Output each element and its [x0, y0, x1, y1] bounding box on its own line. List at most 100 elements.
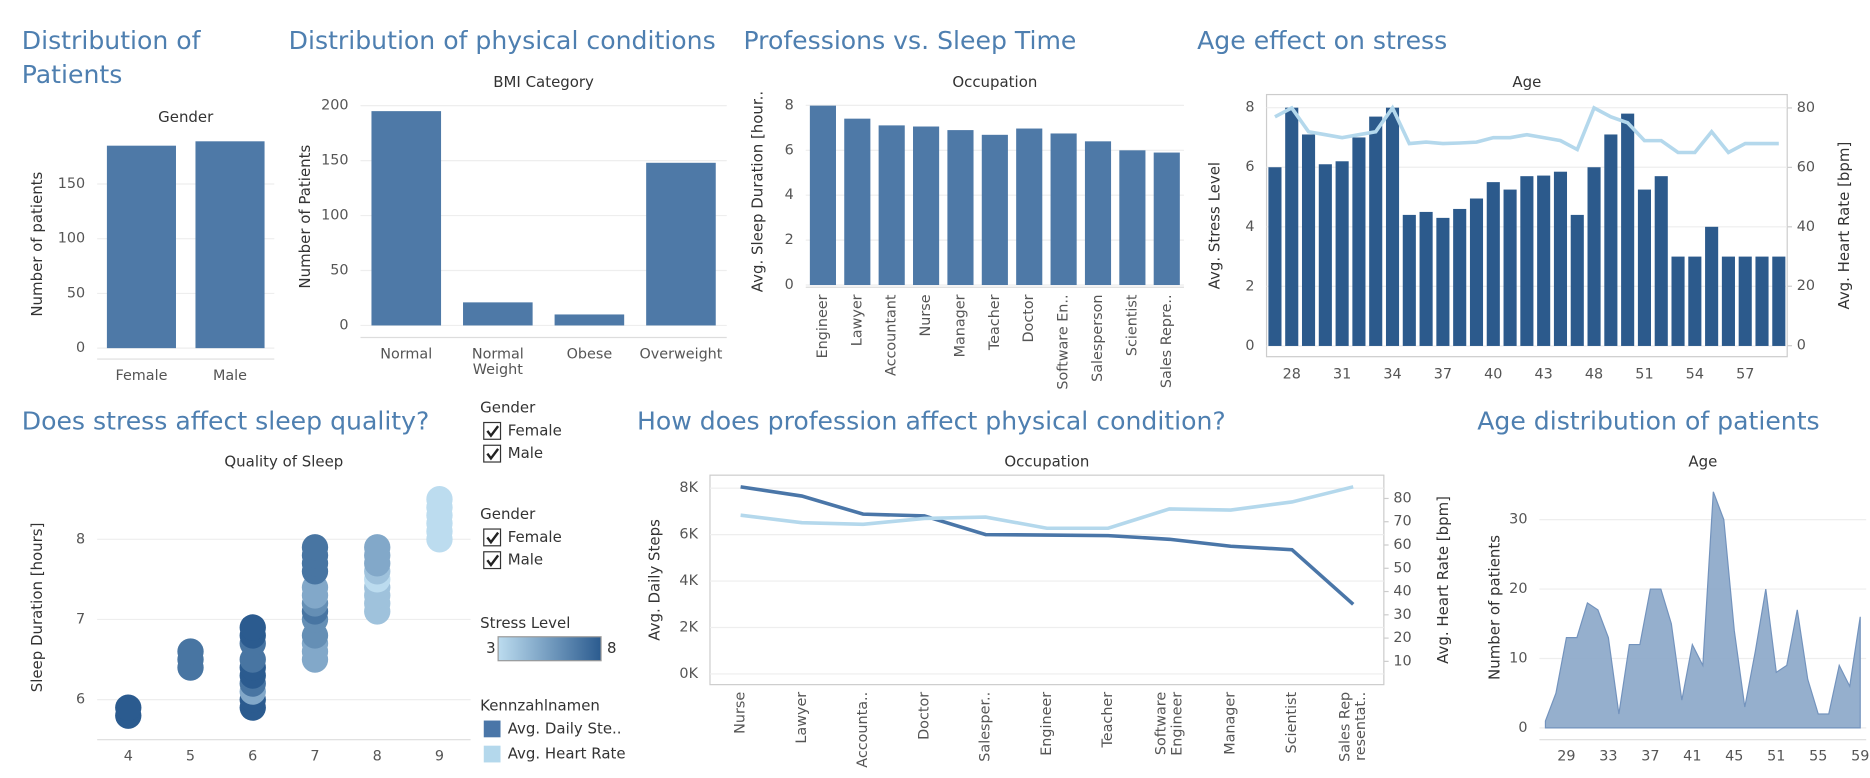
x-tick-label: 4	[124, 748, 133, 764]
x-tick-label: Lawyer	[849, 294, 865, 346]
y2-tick-label: 20	[1393, 630, 1411, 646]
point	[239, 614, 266, 641]
y2-tick-label: 40	[1797, 219, 1815, 235]
y-tick-label: 2K	[679, 620, 698, 636]
bar	[1050, 133, 1077, 286]
x-tick-label: 55	[1809, 748, 1827, 764]
x-tick-label: Manager	[1223, 692, 1239, 755]
y-tick-label: 0	[785, 277, 794, 293]
bar	[646, 162, 716, 326]
x-tick-label: 45	[1725, 748, 1743, 764]
y-axis-label: Avg. Sleep Duration [hour..	[748, 91, 766, 292]
y-tick-label: 4	[1245, 219, 1254, 235]
color-ramp	[497, 636, 602, 662]
bar	[1503, 189, 1517, 346]
line	[740, 485, 1355, 606]
legend-item: Avg. Heart Rate	[508, 745, 626, 763]
bar	[195, 141, 265, 349]
bar	[1486, 182, 1500, 346]
bar	[947, 130, 974, 286]
color-legend-title: Stress Level	[480, 614, 570, 632]
bar	[106, 145, 176, 349]
x-tick-label: 43	[1535, 367, 1553, 383]
chart-title: Professions vs. Sleep Time	[743, 26, 1076, 55]
x-tick-label: Overweight	[639, 346, 722, 362]
legend-item: Avg. Daily Ste..	[508, 719, 622, 737]
x-tick-label: 31	[1333, 367, 1351, 383]
x-tick-label: Engineer	[1039, 692, 1055, 756]
x-tick-label: 51	[1635, 367, 1653, 383]
bar	[463, 302, 533, 326]
bar	[1385, 107, 1400, 346]
legend-swatch	[483, 745, 501, 763]
bar	[1084, 141, 1112, 286]
y-tick-label: 8K	[679, 480, 698, 496]
x-tick-label: Lawyer	[794, 692, 810, 744]
column-header: Gender	[158, 108, 214, 126]
x-tick-label: 29	[1557, 748, 1575, 764]
y-axis-label: Avg. Heart Rate [bpm]	[1835, 142, 1853, 310]
checkbox[interactable]	[483, 551, 502, 570]
bar	[844, 118, 871, 286]
filter-item[interactable]: Male	[508, 444, 543, 462]
checkbox[interactable]	[483, 528, 502, 547]
point	[364, 534, 391, 561]
bar	[809, 105, 836, 286]
y-axis-label: Number of patients	[28, 171, 46, 316]
x-tick-label: Sales Repre..	[1159, 294, 1175, 388]
y-tick-label: 30	[1509, 512, 1527, 528]
line	[740, 485, 1354, 531]
checkbox[interactable]	[483, 444, 502, 463]
x-tick-label: Male	[213, 368, 247, 384]
x-tick-label: Sales Representat..	[1337, 692, 1369, 762]
y-tick-label: 8	[1245, 100, 1254, 116]
x-tick-label: Salesper..	[978, 692, 994, 762]
color-legend-max: 8	[607, 639, 617, 657]
chart-title: Age distribution of patients	[1477, 407, 1819, 436]
x-tick-label: 48	[1585, 367, 1603, 383]
x-tick-label: SoftwareEngineer	[1154, 692, 1186, 756]
y-axis-label: Avg. Stress Level	[1206, 162, 1224, 289]
column-header: Age	[1688, 453, 1717, 471]
bar	[1402, 214, 1416, 346]
y2-tick-label: 0	[1797, 338, 1806, 354]
x-tick-label: Normal Weight	[472, 346, 524, 378]
x-tick-label: 33	[1599, 748, 1617, 764]
bar	[1755, 256, 1769, 346]
filter-item[interactable]: Female	[508, 528, 562, 546]
y-tick-label: 150	[58, 176, 85, 192]
y-tick-label: 8	[76, 531, 85, 547]
plot-frame	[1265, 93, 1788, 358]
bar	[1537, 175, 1551, 346]
bar	[554, 314, 625, 326]
x-tick-label: 57	[1736, 367, 1754, 383]
y-tick-label: 4K	[679, 573, 698, 589]
y2-tick-label: 60	[1797, 159, 1815, 175]
filter-item[interactable]: Female	[508, 421, 562, 439]
x-tick-label: 40	[1484, 367, 1502, 383]
filter-item[interactable]: Male	[508, 551, 543, 569]
y2-tick-label: 60	[1393, 537, 1411, 553]
y2-tick-label: 80	[1393, 490, 1411, 506]
filter-title: Gender	[480, 505, 536, 523]
point	[115, 694, 142, 721]
y2-tick-label: 70	[1393, 514, 1411, 530]
bar	[1436, 217, 1450, 346]
checkbox[interactable]	[483, 421, 502, 440]
x-tick-label: Scientist	[1284, 691, 1300, 753]
x-tick-label: 37	[1641, 748, 1659, 764]
bar	[1301, 134, 1316, 346]
y-tick-label: 0	[1518, 720, 1527, 736]
x-tick-label: 8	[373, 748, 382, 764]
column-header: Age	[1512, 73, 1541, 91]
column-header: Occupation	[1004, 453, 1089, 471]
x-tick-label: 59	[1851, 748, 1869, 764]
bar	[1419, 211, 1433, 346]
x-tick-label: 37	[1434, 367, 1452, 383]
y2-tick-label: 40	[1393, 584, 1411, 600]
y-tick-label: 100	[321, 208, 348, 224]
measure-legend-title: Kennzahlnamen	[480, 697, 600, 715]
area	[1544, 491, 1861, 729]
chart-title: Does stress affect sleep quality?	[22, 407, 430, 436]
